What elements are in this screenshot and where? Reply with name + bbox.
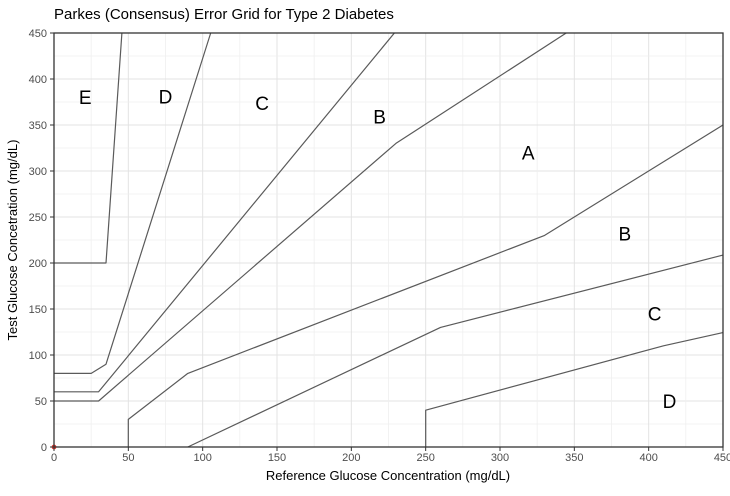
y-tick-label-50: 50 [35, 396, 47, 408]
chart-title: Parkes (Consensus) Error Grid for Type 2… [54, 6, 394, 23]
y-tick-label-200: 200 [29, 258, 47, 270]
y-tick-label-250: 250 [29, 212, 47, 224]
y-tick-label-400: 400 [29, 74, 47, 86]
x-tick-label-400: 400 [639, 452, 657, 464]
y-axis-title: Test Glucose Concetration (mg/dL) [5, 140, 20, 341]
zone-boundary-lower-b-c [187, 254, 724, 448]
zone-boundary-lines [54, 32, 724, 448]
zone-label-d-1: D [159, 87, 173, 108]
zone-label-d-7: D [663, 392, 677, 413]
zone-label-a-4: A [522, 143, 535, 164]
axis-tick-marks [50, 32, 724, 451]
y-tick-label-300: 300 [29, 166, 47, 178]
y-tick-label-350: 350 [29, 120, 47, 132]
x-tick-label-300: 300 [491, 452, 509, 464]
x-tick-label-50: 50 [122, 452, 134, 464]
y-tick-label-0: 0 [41, 442, 47, 454]
zone-label-c-6: C [648, 304, 662, 325]
zone-boundary-upper-c-d [54, 32, 212, 374]
y-tick-label-450: 450 [29, 28, 47, 40]
zone-label-b-5: B [619, 224, 632, 245]
x-tick-label-450: 450 [714, 452, 730, 464]
zone-boundary-upper-b-c [54, 32, 395, 393]
zone-label-e-0: E [79, 88, 92, 109]
zone-boundary-lower-c-d [425, 332, 724, 447]
zone-label-c-2: C [255, 94, 269, 115]
x-tick-label-0: 0 [51, 452, 57, 464]
x-tick-label-200: 200 [342, 452, 360, 464]
x-axis-title: Reference Glucose Concentration (mg/dL) [266, 468, 510, 483]
y-axis-tick-labels: 0 50 100 150 200 250 300 350 400 450 [29, 28, 47, 454]
zone-boundary-upper-d-e [54, 32, 123, 264]
panel-border [53, 32, 724, 448]
x-tick-label-350: 350 [565, 452, 583, 464]
x-axis-tick-labels: 0 50 100 150 200 250 300 350 400 450 [51, 452, 730, 464]
x-tick-label-100: 100 [193, 452, 211, 464]
zone-labels: E D C B A B C D [79, 87, 676, 413]
x-tick-label-150: 150 [268, 452, 286, 464]
y-tick-label-150: 150 [29, 304, 47, 316]
zone-boundary-upper-a-b [54, 32, 567, 402]
y-tick-label-100: 100 [29, 350, 47, 362]
zone-boundary-lower-a-b [127, 124, 724, 447]
x-tick-label-250: 250 [416, 452, 434, 464]
zone-label-b-3: B [373, 108, 386, 129]
